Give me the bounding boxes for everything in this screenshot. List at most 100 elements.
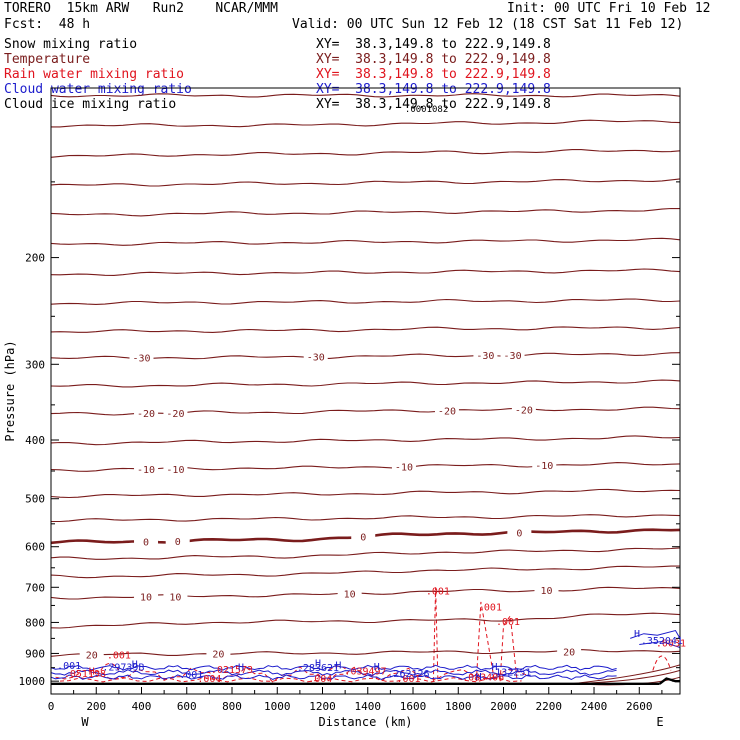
- isotherm-label: -10: [137, 465, 155, 476]
- rain-cell: [100, 662, 120, 671]
- isotherm-label: 10: [540, 586, 552, 597]
- x-end-label-east: E: [656, 715, 663, 729]
- isotherm-label-bg: [134, 590, 159, 603]
- isotherm-label: 10: [140, 593, 152, 604]
- isotherm-label-bg: [391, 460, 416, 473]
- x-tick-label-2600: 2600: [626, 700, 653, 713]
- high-mark: H: [89, 666, 95, 677]
- high-mark: H: [491, 662, 497, 673]
- isotherm-label: 20: [86, 651, 98, 662]
- rain-label: .001: [478, 603, 502, 614]
- cloud-contour-east: [630, 629, 681, 639]
- isotherm-label: -10: [166, 465, 184, 476]
- cloud-contour: [50, 664, 617, 671]
- isotherm-label: -30: [307, 353, 325, 364]
- isotherm-line: [50, 565, 680, 579]
- cloud-label: .132251: [489, 667, 531, 678]
- isotherm-label: -20: [137, 409, 155, 420]
- high-mark: H: [132, 660, 138, 671]
- cloud-label: .283621: [297, 663, 339, 674]
- isotherm-line: [50, 268, 681, 276]
- plot-frame: [50, 87, 681, 695]
- x-tick-label-0: 0: [48, 700, 55, 713]
- x-tick-label-800: 800: [222, 700, 242, 713]
- cloud-contour: [50, 674, 617, 681]
- isotherm-label: 0: [143, 537, 149, 548]
- isotherm-label: 0: [516, 528, 522, 539]
- rain-label: .004: [308, 674, 332, 685]
- isotherm-label-bg: [351, 530, 376, 543]
- cloud-label: .352041: [641, 636, 683, 647]
- rain-label: .001: [396, 674, 420, 685]
- x-tick-label-200: 200: [86, 700, 106, 713]
- y-tick-label-800: 800: [25, 616, 45, 629]
- rain-label: .051198: [64, 669, 106, 680]
- isotherm-label: -30: [504, 351, 522, 362]
- valid-time: Valid: 00 UTC Sun 12 Feb 12 (18 CST Sat …: [292, 17, 684, 32]
- isotherm-line: [50, 149, 681, 158]
- isotherm-label-bg: [165, 534, 190, 547]
- isotherm-label: 20: [212, 650, 224, 661]
- isotherm-label: -30: [476, 351, 494, 362]
- field-name-cloud-water: Cloud water mixing ratio: [4, 82, 192, 97]
- forecast-hour: Fcst: 48 h: [4, 17, 91, 32]
- x-end-label-west: W: [81, 715, 89, 729]
- x-tick-label-1800: 1800: [445, 700, 472, 713]
- isotherm-line: [50, 326, 681, 333]
- isotherm-label-bg: [532, 459, 557, 472]
- init-time: Init: 00 UTC Fri 10 Feb 12: [507, 1, 711, 16]
- rain-label: .021573: [211, 665, 253, 676]
- isotherm-line: [50, 488, 681, 499]
- y-tick-label-600: 600: [25, 541, 45, 554]
- terrain-line: [658, 677, 680, 685]
- isotherm-line: [50, 612, 681, 629]
- isotherm-label-bg: [206, 647, 231, 660]
- rain-label: .001: [426, 587, 450, 598]
- cloud-label: .001: [179, 670, 203, 681]
- isotherm-line: [51, 514, 681, 523]
- x-tick-label-1200: 1200: [309, 700, 336, 713]
- isotherm-label-bg: [129, 351, 154, 364]
- isotherm-label: -20: [438, 406, 456, 417]
- field-name-snow: Snow mixing ratio: [4, 37, 138, 52]
- isotherm-label-bg: [511, 403, 536, 416]
- x-tick-label-400: 400: [132, 700, 152, 713]
- isotherm-label: -20: [515, 406, 533, 417]
- rain-label: .001: [107, 651, 131, 662]
- high-mark: H: [634, 629, 640, 640]
- field-name-rain: Rain water mixing ratio: [4, 67, 185, 82]
- y-tick-label-400: 400: [25, 434, 45, 447]
- isotherm-label: 10: [169, 592, 181, 603]
- field-xy-snow: XY= 38.3,149.8 to 222.9,149.8: [316, 37, 551, 52]
- rain-label: .039497: [344, 666, 386, 677]
- x-tick-label-1600: 1600: [400, 700, 427, 713]
- isotherm-label: -30: [132, 354, 150, 365]
- isotherm-label-bg: [434, 404, 459, 417]
- y-tick-label-700: 700: [25, 581, 45, 594]
- isotherm-line: [50, 547, 681, 560]
- y-tick-label-1000: 1000: [19, 675, 46, 688]
- isotherm-label-bg: [163, 406, 188, 419]
- isotherm-label: -10: [535, 461, 553, 472]
- model-title: TORERO 15km ARW Run2 NCAR/MMM: [4, 1, 278, 16]
- high-mark: H: [335, 660, 341, 671]
- isotherm-label: -20: [166, 409, 184, 420]
- x-tick-label-2200: 2200: [536, 700, 563, 713]
- isotherm-label-bg: [473, 349, 498, 362]
- x-tick-label-1400: 1400: [355, 700, 382, 713]
- isotherm-label-bg: [134, 535, 159, 548]
- isotherm-label: 10: [344, 590, 356, 601]
- x-tick-label-600: 600: [177, 700, 197, 713]
- isotherm-label-bg: [163, 462, 188, 475]
- isotherm-label-bg: [534, 583, 559, 596]
- isotherm-line: [50, 178, 681, 187]
- x-axis-label: Distance (km): [319, 715, 413, 729]
- isotherm-line: [50, 435, 681, 446]
- rain-tower: [432, 587, 439, 682]
- high-mark: H: [476, 672, 482, 683]
- cloud-contour-east: [639, 640, 681, 648]
- isotherm-label-bg: [163, 590, 188, 603]
- isotherm-label-bg: [79, 648, 104, 661]
- isotherm-line: [50, 237, 681, 246]
- rain-cell: [652, 655, 672, 671]
